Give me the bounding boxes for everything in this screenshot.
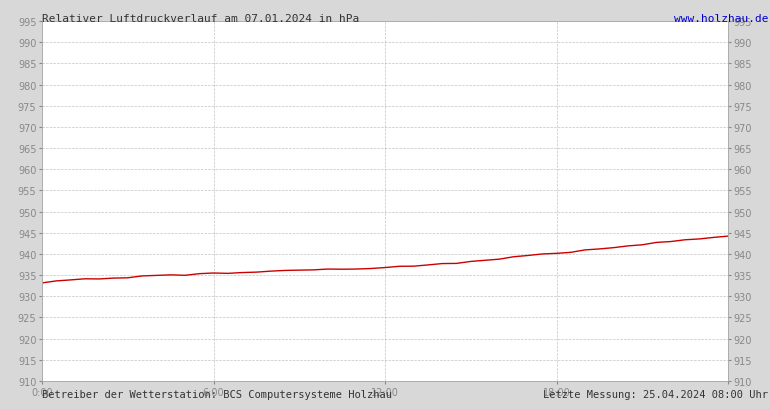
Text: Betreiber der Wetterstation: BCS Computersysteme Holzhau: Betreiber der Wetterstation: BCS Compute… bbox=[42, 389, 392, 399]
Text: Relativer Luftdruckverlauf am 07.01.2024 in hPa: Relativer Luftdruckverlauf am 07.01.2024… bbox=[42, 14, 360, 24]
Text: Letzte Messung: 25.04.2024 08:00 Uhr: Letzte Messung: 25.04.2024 08:00 Uhr bbox=[543, 389, 768, 399]
Text: www.holzhau.de: www.holzhau.de bbox=[674, 14, 768, 24]
